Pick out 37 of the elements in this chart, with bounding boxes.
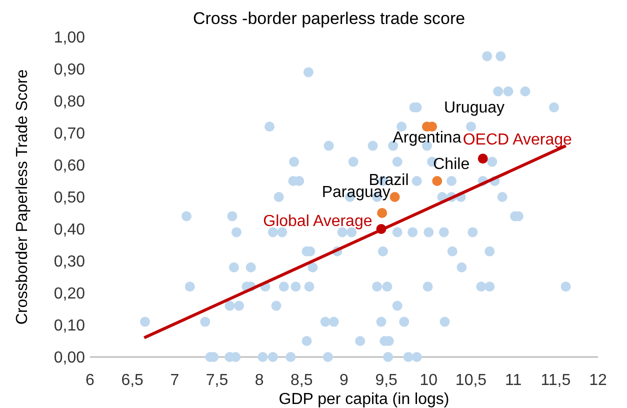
y-tick-label: 0,80 bbox=[54, 94, 86, 111]
x-tick-label: 8,5 bbox=[290, 372, 313, 389]
annotation: Chile bbox=[433, 156, 470, 173]
x-tick-label: 7,5 bbox=[206, 372, 228, 389]
x-tick-label: 10 bbox=[420, 372, 438, 389]
point bbox=[376, 224, 386, 234]
point bbox=[432, 176, 442, 186]
annotation: Global Average bbox=[263, 213, 372, 230]
x-tick-label: 10,5 bbox=[455, 372, 487, 389]
y-tick-label: 0,00 bbox=[54, 350, 86, 367]
chart-title: Cross -border paperless trade score bbox=[192, 9, 466, 28]
x-tick-label: 12 bbox=[589, 372, 607, 389]
point bbox=[377, 208, 388, 218]
x-tick-label: 9 bbox=[340, 372, 349, 389]
annotation: Uruguay bbox=[444, 100, 505, 117]
y-tick-label: 0,70 bbox=[54, 126, 86, 143]
annotation: Argentina bbox=[392, 130, 462, 147]
x-tick-label: 6,5 bbox=[121, 372, 144, 389]
y-tick-label: 0,30 bbox=[54, 254, 86, 271]
x-tick-label: 7 bbox=[170, 372, 180, 389]
point bbox=[478, 154, 488, 164]
y-tick-label: 1,00 bbox=[54, 30, 86, 47]
x-axis-title: GDP per capita (in logs) bbox=[278, 391, 450, 408]
point bbox=[390, 192, 400, 202]
x-tick-label: 11,5 bbox=[540, 372, 571, 389]
x-tick-label: 8 bbox=[254, 372, 264, 389]
annotation: OECD Average bbox=[462, 132, 572, 149]
y-tick-label: 0,10 bbox=[54, 318, 86, 335]
x-tick-label: 11 bbox=[505, 372, 522, 389]
y-tick-label: 0,90 bbox=[54, 62, 86, 79]
y-tick-label: 0,60 bbox=[54, 158, 86, 175]
y-tick-label: 0,40 bbox=[54, 222, 86, 239]
x-tick-label: 6 bbox=[86, 372, 95, 389]
y-tick-label: 0,50 bbox=[54, 190, 86, 207]
y-axis-title: Crossborder Paperless Trade Score bbox=[14, 69, 31, 325]
x-tick-label: 9,5 bbox=[375, 372, 398, 389]
y-tick-label: 0,20 bbox=[54, 286, 86, 303]
